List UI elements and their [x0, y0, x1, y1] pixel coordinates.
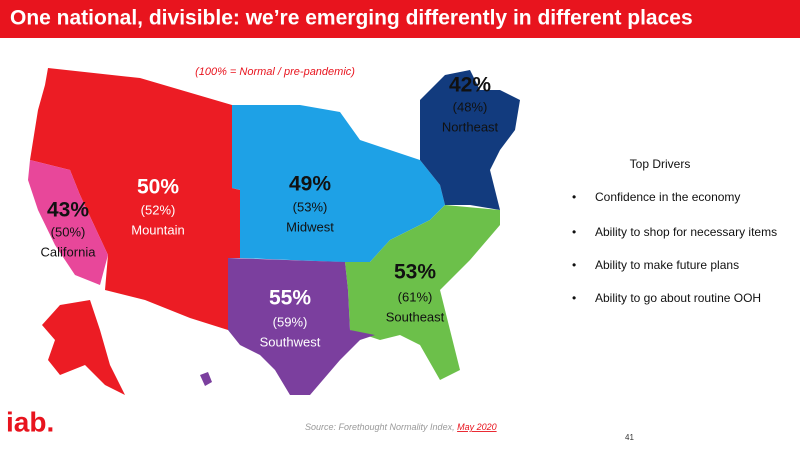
driver-item: Ability to go about routine OOH [595, 291, 761, 305]
bullet: • [572, 190, 576, 204]
alaska [42, 300, 125, 395]
region-name: Mountain [131, 222, 184, 237]
southeast-region [345, 205, 500, 380]
region-previous: (59%) [273, 314, 308, 329]
title: One national, divisible: we’re emerging … [10, 7, 693, 30]
region-name: California [41, 244, 97, 259]
region-value: 42% [449, 74, 491, 97]
region-value: 49% [289, 173, 331, 196]
mountain-region [30, 68, 240, 330]
california-region [28, 160, 108, 285]
driver-item: Ability to make future plans [595, 258, 739, 272]
midwest-region [232, 105, 445, 262]
region-previous: (52%) [141, 202, 176, 217]
region-value: 43% [47, 199, 89, 222]
region-value: 50% [137, 176, 179, 199]
source-text: Source: Forethought Normality Index, [305, 422, 457, 432]
region-name: Midwest [286, 219, 334, 234]
region-previous: (50%) [51, 224, 86, 239]
source: Source: Forethought Normality Index, May… [305, 422, 497, 432]
drivers-title: Top Drivers [630, 157, 691, 171]
title-bar [0, 0, 800, 38]
bullet: • [572, 291, 576, 305]
driver-item: Confidence in the economy [595, 190, 740, 204]
page-number: 41 [625, 433, 634, 442]
bullet: • [572, 258, 576, 272]
region-value: 53% [394, 261, 436, 284]
region-name: Northeast [442, 119, 499, 134]
region-labels: 42% (48%) Northeast 49% (53%) Midwest 50… [41, 74, 499, 350]
region-previous: (48%) [453, 99, 488, 114]
hawaii [200, 372, 212, 386]
map [28, 68, 520, 395]
drivers: Top Drivers • Confidence in the economy … [572, 157, 777, 305]
region-previous: (61%) [398, 289, 433, 304]
source-date: May 2020 [457, 422, 497, 432]
logo: iab. [6, 406, 54, 437]
region-name: Southeast [386, 309, 445, 324]
region-name: Southwest [260, 334, 321, 349]
region-value: 55% [269, 287, 311, 310]
bullet: • [572, 225, 576, 239]
southwest-region [228, 258, 375, 395]
region-previous: (53%) [293, 199, 328, 214]
note: (100% = Normal / pre-pandemic) [195, 66, 355, 78]
northeast-region [420, 70, 520, 210]
driver-item: Ability to shop for necessary items [595, 225, 777, 239]
